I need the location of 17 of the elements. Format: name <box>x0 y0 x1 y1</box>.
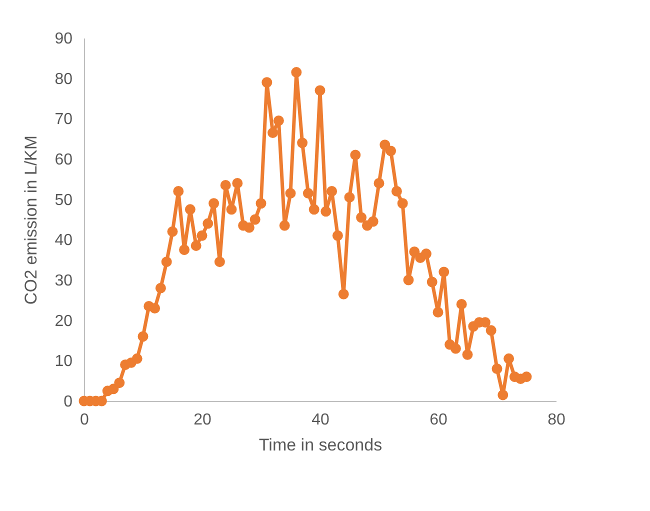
x-axis-title: Time in seconds <box>258 436 382 454</box>
x-tick-label: 0 <box>80 412 90 428</box>
y-tick-label: 20 <box>54 312 73 330</box>
x-tick-label: 60 <box>430 412 448 428</box>
y-tick-label: 40 <box>54 232 73 250</box>
y-tick-label: 50 <box>54 192 73 209</box>
x-tick-label: 20 <box>194 412 212 428</box>
y-tick-label: 60 <box>54 152 73 168</box>
y-tick-label: 0 <box>64 394 73 410</box>
x-tick-label: 80 <box>548 412 566 428</box>
y-tick-label: 90 <box>54 30 73 48</box>
y-axis-title: CO2 emission in L/KM <box>22 135 41 305</box>
y-tick-label: 80 <box>54 70 73 88</box>
y-tick-label: 30 <box>54 272 73 290</box>
y-tick-label: 10 <box>54 353 73 370</box>
x-tick-label: 40 <box>312 412 330 428</box>
y-tick-label: 70 <box>54 111 73 128</box>
